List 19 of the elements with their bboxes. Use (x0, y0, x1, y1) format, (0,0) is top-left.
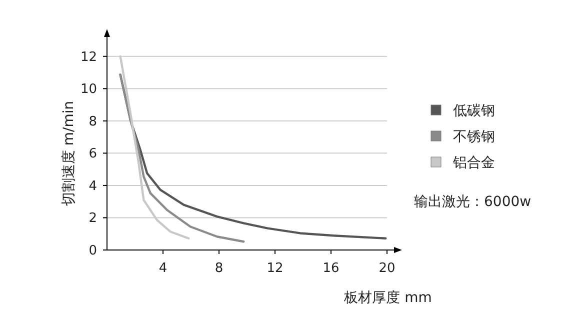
x-tick-label: 20 (378, 261, 396, 276)
y-axis-title: 切割速度 m/min (61, 100, 77, 206)
line-series (119, 74, 245, 243)
y-tick-label: 10 (80, 82, 97, 98)
x-tick-label: 12 (266, 261, 284, 276)
x-tick-label: 16 (322, 261, 340, 276)
x-tick-label: 4 (158, 261, 168, 276)
x-tick-label: 8 (214, 261, 224, 276)
y-tick-label: 0 (88, 244, 97, 258)
y-tick-label: 4 (88, 178, 97, 194)
y-tick-label: 2 (88, 211, 97, 226)
legend-label: 不锈钢 (453, 129, 495, 145)
legend-label: 低碳钢 (453, 103, 495, 119)
y-tick-label: 6 (88, 146, 97, 162)
legend-label: 铝合金 (452, 155, 495, 171)
x-axis-title: 板材厚度 mm (343, 290, 432, 306)
text: 输出激光：6000w (414, 194, 532, 210)
y-tick-label: 12 (80, 50, 97, 65)
y-tick-label: 8 (88, 114, 97, 130)
